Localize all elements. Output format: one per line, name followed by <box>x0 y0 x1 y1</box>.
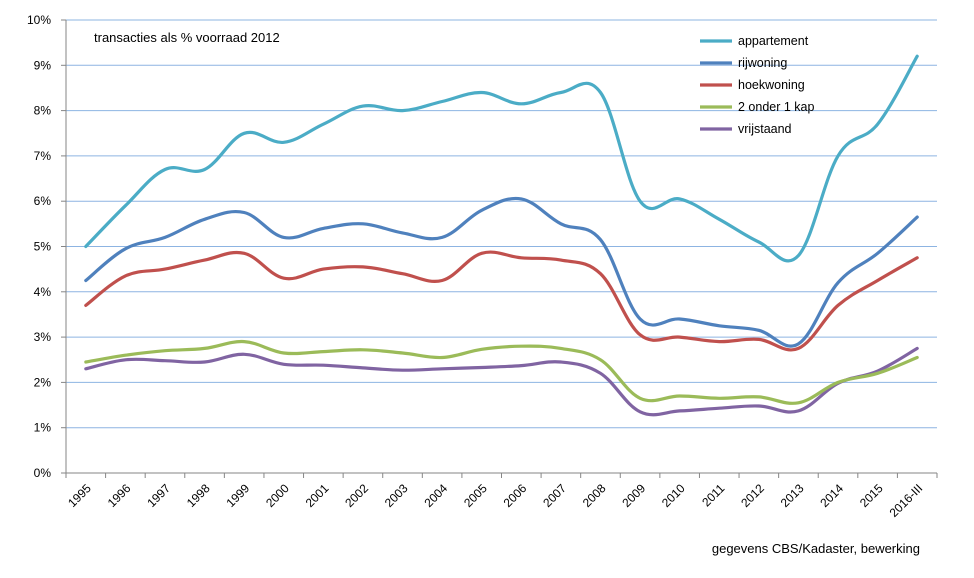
x-tick-label: 1996 <box>105 481 134 510</box>
legend-label: appartement <box>738 34 809 48</box>
legend-label: rijwoning <box>738 56 787 70</box>
x-tick-label: 1999 <box>223 481 252 510</box>
y-tick-label: 1% <box>34 421 52 435</box>
x-tick-label: 2000 <box>263 481 292 510</box>
series-line-appartement <box>84 54 919 263</box>
x-tick-label: 1995 <box>65 481 94 510</box>
x-tick-label: 2005 <box>461 481 490 510</box>
x-tick-label: 2003 <box>382 481 411 510</box>
x-tick-label: 2006 <box>501 481 530 510</box>
y-tick-label: 5% <box>34 240 52 254</box>
y-tick-label: 0% <box>34 466 52 480</box>
legend-label: 2 onder 1 kap <box>738 100 814 114</box>
y-tick-label: 2% <box>34 375 52 389</box>
x-tick-label: 2008 <box>580 481 609 510</box>
y-tick-label: 3% <box>34 330 52 344</box>
source-note: gegevens CBS/Kadaster, bewerking <box>712 541 920 556</box>
x-tick-label: 2010 <box>659 481 688 510</box>
x-tick-label: 1997 <box>144 481 173 510</box>
y-tick-label: 8% <box>34 104 52 118</box>
x-tick-label: 1998 <box>184 481 213 510</box>
y-tick-label: 7% <box>34 149 52 163</box>
legend-label: vrijstaand <box>738 122 792 136</box>
series-line-vrijstaand <box>84 346 919 417</box>
y-tick-label: 6% <box>34 194 52 208</box>
y-tick-label: 10% <box>27 13 51 27</box>
x-tick-label: 2011 <box>699 481 727 509</box>
x-tick-label: 2002 <box>342 481 371 510</box>
y-tick-label: 4% <box>34 285 52 299</box>
x-tick-label: 2001 <box>303 481 332 510</box>
x-tick-label: 2004 <box>421 481 450 510</box>
series-line-rijwoning <box>84 196 919 348</box>
chart-title: transacties als % voorraad 2012 <box>94 30 280 45</box>
x-tick-label: 2013 <box>778 481 807 510</box>
series-line-hoekwoning <box>84 250 919 352</box>
x-tick-label: 2012 <box>738 481 767 510</box>
legend: appartement rijwoning hoekwoning 2 onder 1 … <box>700 34 814 136</box>
series-lines <box>84 54 919 417</box>
y-tick-label: 9% <box>34 58 52 72</box>
x-tick-label: 2016-III <box>887 481 926 520</box>
legend-label: hoekwoning <box>738 78 805 92</box>
x-tick-label: 2014 <box>817 481 846 510</box>
series-line-2-onder-1-kap <box>84 339 919 405</box>
x-tick-label: 2015 <box>857 481 886 510</box>
x-tick-label: 2007 <box>540 481 569 510</box>
x-tick-label: 2009 <box>619 481 648 510</box>
